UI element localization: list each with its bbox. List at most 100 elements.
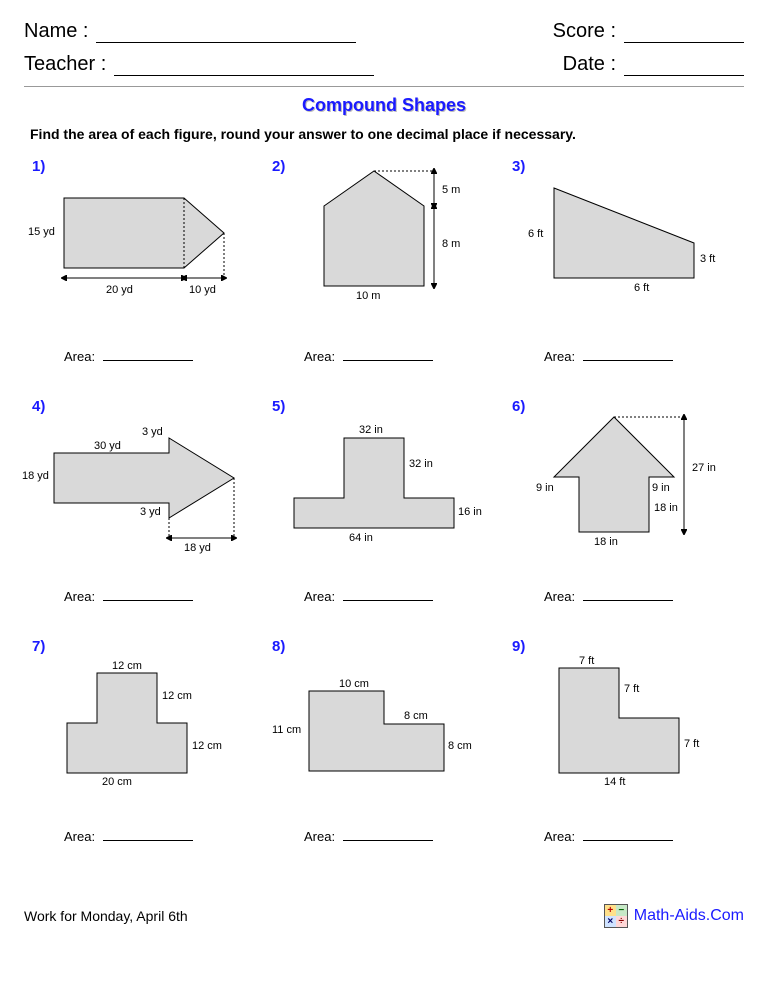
answer-blank[interactable] <box>583 828 673 841</box>
dim-label: 30 yd <box>94 440 121 452</box>
dim-label: 11 cm <box>272 724 301 736</box>
answer-blank[interactable] <box>583 348 673 361</box>
dim-label: 10 yd <box>189 284 216 296</box>
dim-label: 20 yd <box>106 284 133 296</box>
problem-number: 1) <box>32 158 45 175</box>
dim-label: 10 cm <box>339 678 369 690</box>
dim-label: 16 in <box>458 506 482 518</box>
answer-blank[interactable] <box>343 828 433 841</box>
answer-blank[interactable] <box>103 588 193 601</box>
dim-label: 8 m <box>442 238 460 250</box>
dim-label: 20 cm <box>102 776 132 788</box>
answer-label: Area: <box>64 589 95 604</box>
problem-9: 9) 7 ft 7 ft 7 ft 14 ft Area: <box>504 634 744 874</box>
dim-label: 64 in <box>349 532 373 544</box>
answer-blank[interactable] <box>343 588 433 601</box>
answer-blank[interactable] <box>103 828 193 841</box>
problem-6: 6) 27 in 9 in 9 in 18 in 18 in Area: <box>504 394 744 634</box>
shape: 10 cm 8 cm 8 cm 11 cm <box>264 658 504 808</box>
answer-blank[interactable] <box>103 348 193 361</box>
dim-label: 12 cm <box>112 660 142 672</box>
dim-label: 12 cm <box>192 740 222 752</box>
answer-row: Area: <box>64 828 193 844</box>
dim-label: 6 ft <box>634 282 649 294</box>
dim-label: 32 in <box>409 458 433 470</box>
shape: 7 ft 7 ft 7 ft 14 ft <box>504 658 744 808</box>
problem-number: 5) <box>272 398 285 415</box>
name-blank[interactable] <box>96 24 356 43</box>
header-row-2: Teacher : Date : <box>24 53 744 76</box>
answer-blank[interactable] <box>343 348 433 361</box>
logo-icon: + − × ÷ <box>604 904 628 928</box>
score-blank[interactable] <box>624 24 744 43</box>
teacher-blank[interactable] <box>114 57 374 76</box>
answer-label: Area: <box>544 589 575 604</box>
answer-label: Area: <box>304 589 335 604</box>
problem-grid: 1) 15 yd 20 yd 10 yd Area: 2) <box>24 154 744 874</box>
answer-row: Area: <box>304 588 433 604</box>
dim-label: 3 yd <box>142 426 163 438</box>
shape: 12 cm 12 cm 12 cm 20 cm <box>24 658 264 808</box>
problem-2: 2) 5 m 8 m 10 m Area: <box>264 154 504 394</box>
footer: Work for Monday, April 6th + − × ÷ Math-… <box>24 904 744 928</box>
problem-4: 4) 30 yd 3 yd 18 yd 3 yd 18 yd Area: <box>24 394 264 634</box>
teacher-label: Teacher : <box>24 53 106 76</box>
problem-number: 9) <box>512 638 525 655</box>
dim-label: 7 ft <box>684 738 699 750</box>
dim-label: 8 cm <box>404 710 428 722</box>
shape: 15 yd 20 yd 10 yd <box>24 178 264 328</box>
answer-row: Area: <box>544 588 673 604</box>
dim-label: 9 in <box>652 482 670 494</box>
dim-label: 7 ft <box>579 655 594 667</box>
shape: 5 m 8 m 10 m <box>264 178 504 328</box>
problem-number: 7) <box>32 638 45 655</box>
dim-label: 15 yd <box>28 226 55 238</box>
answer-row: Area: <box>304 828 433 844</box>
page-title: Compound Shapes <box>24 95 744 116</box>
dim-label: 18 in <box>594 536 618 548</box>
name-field: Name : <box>24 20 356 43</box>
dim-label: 10 m <box>356 290 380 302</box>
date-label: Date : <box>563 53 616 76</box>
dim-label: 18 yd <box>184 542 211 554</box>
answer-row: Area: <box>544 828 673 844</box>
answer-row: Area: <box>544 348 673 364</box>
dim-label: 12 cm <box>162 690 192 702</box>
answer-label: Area: <box>544 829 575 844</box>
answer-label: Area: <box>64 349 95 364</box>
dim-label: 8 cm <box>448 740 472 752</box>
problem-3: 3) 6 ft 3 ft 6 ft Area: <box>504 154 744 394</box>
answer-blank[interactable] <box>583 588 673 601</box>
answer-row: Area: <box>304 348 433 364</box>
instructions: Find the area of each figure, round your… <box>30 126 744 142</box>
score-field: Score : <box>553 20 744 43</box>
problem-8: 8) 10 cm 8 cm 8 cm 11 cm Area: <box>264 634 504 874</box>
answer-label: Area: <box>304 829 335 844</box>
name-label: Name : <box>24 20 88 43</box>
problem-number: 3) <box>512 158 525 175</box>
dim-label: 3 yd <box>140 506 161 518</box>
shape: 30 yd 3 yd 18 yd 3 yd 18 yd <box>24 418 264 568</box>
problem-number: 8) <box>272 638 285 655</box>
shape: 27 in 9 in 9 in 18 in 18 in <box>504 418 744 568</box>
dim-label: 5 m <box>442 184 460 196</box>
problem-5: 5) 32 in 32 in 16 in 64 in Area: <box>264 394 504 634</box>
date-field: Date : <box>563 53 744 76</box>
site-name: Math-Aids.Com <box>634 907 744 925</box>
shape: 32 in 32 in 16 in 64 in <box>264 418 504 568</box>
dim-label: 18 in <box>654 502 678 514</box>
answer-label: Area: <box>544 349 575 364</box>
dim-label: 27 in <box>692 462 716 474</box>
dim-label: 18 yd <box>22 470 49 482</box>
score-label: Score : <box>553 20 616 43</box>
problem-number: 4) <box>32 398 45 415</box>
site-logo: + − × ÷ Math-Aids.Com <box>604 904 744 928</box>
divider <box>24 86 744 87</box>
date-blank[interactable] <box>624 57 744 76</box>
answer-label: Area: <box>64 829 95 844</box>
dim-label: 14 ft <box>604 776 625 788</box>
header-row-1: Name : Score : <box>24 20 744 43</box>
dim-label: 9 in <box>536 482 554 494</box>
footer-work: Work for Monday, April 6th <box>24 908 188 924</box>
problem-7: 7) 12 cm 12 cm 12 cm 20 cm Area: <box>24 634 264 874</box>
